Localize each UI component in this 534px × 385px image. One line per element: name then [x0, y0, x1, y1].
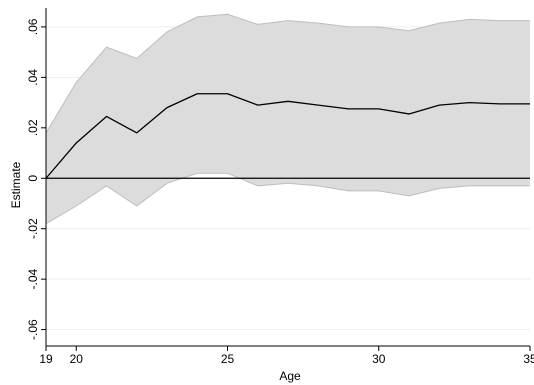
axes: [45, 8, 530, 347]
y-axis-title: Estimate: [9, 161, 23, 208]
estimate-line: [45, 93, 530, 179]
x-axis-title: Age: [279, 369, 301, 383]
y-tick-label: -.04: [26, 268, 40, 289]
ci-upper-line: [45, 13, 530, 134]
y-tick-label: .04: [26, 69, 40, 86]
x-tick-label: 30: [372, 352, 386, 366]
confidence-band: [45, 13, 530, 225]
confidence-band-area: [46, 14, 530, 224]
y-tick-label: 0: [26, 175, 40, 182]
y-tick-label: -.06: [26, 319, 40, 340]
y-tick-label: .02: [26, 119, 40, 136]
ci-lower-line: [45, 172, 530, 225]
estimate-series-line: [45, 93, 530, 179]
x-tick-label: 25: [221, 352, 235, 366]
y-axis-ticks: -.06 -.04 -.02 0 .02 .04 .06: [26, 18, 46, 340]
y-tick-label: .06: [26, 18, 40, 35]
x-tick-label: 20: [70, 352, 84, 366]
x-axis-ticks: 19 20 25 30 35: [39, 346, 534, 366]
y-tick-label: -.02: [26, 218, 40, 239]
x-tick-label: 35: [523, 352, 534, 366]
x-tick-label: 19: [39, 352, 53, 366]
